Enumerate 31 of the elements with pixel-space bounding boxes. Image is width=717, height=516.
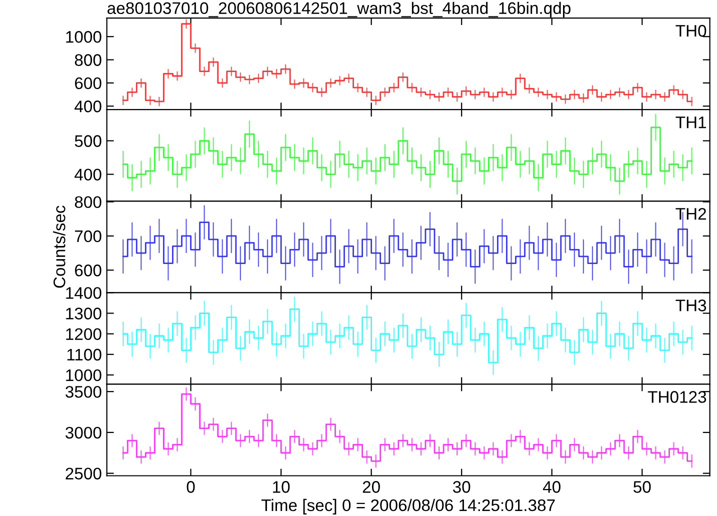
chart-title: ae801037010_20060806142501_wam3_bst_4band_16bin.qdp bbox=[108, 2, 570, 18]
y-tick-label: 400 bbox=[74, 100, 102, 112]
series-label: TH2 bbox=[676, 208, 706, 220]
y-tick-label: 800 bbox=[74, 196, 102, 208]
y-tick-label: 400 bbox=[74, 168, 102, 181]
x-tick-label: 0 bbox=[186, 481, 195, 493]
y-tick-label: 2500 bbox=[66, 468, 102, 480]
y-tick-label: 1000 bbox=[66, 369, 102, 382]
y-tick-label: 1100 bbox=[67, 348, 102, 361]
y-tick-label: 800 bbox=[74, 54, 102, 66]
series-label: TH3 bbox=[676, 300, 706, 312]
x-tick-label: 40 bbox=[542, 481, 560, 493]
y-tick-label: 3000 bbox=[66, 426, 102, 439]
x-tick-label: 30 bbox=[452, 481, 470, 493]
y-tick-label: 700 bbox=[75, 230, 102, 242]
y-tick-label: 600 bbox=[75, 264, 102, 276]
text: TH0 bbox=[676, 24, 706, 37]
x-tick-label: 10 bbox=[273, 481, 290, 493]
y-tick-label: 1000 bbox=[66, 31, 102, 43]
y-tick-label: 1200 bbox=[66, 328, 102, 340]
y-tick-label: 600 bbox=[75, 77, 102, 90]
x-tick-label: 50 bbox=[634, 481, 651, 493]
y-tick-label: 3500 bbox=[66, 386, 102, 398]
text: TH0123 bbox=[648, 391, 706, 403]
y-axis-title: Counts/sec bbox=[53, 206, 66, 288]
y-tick-label: 1300 bbox=[66, 308, 102, 320]
series-label: TH1 bbox=[676, 116, 706, 128]
x-axis-title: Time [sec] 0 = 2006/08/06 14:25:01.387 bbox=[261, 498, 555, 514]
y-tick-label: 1400 bbox=[66, 287, 102, 299]
y-tick-label: 500 bbox=[74, 135, 102, 147]
x-tick-label: 20 bbox=[362, 481, 380, 493]
